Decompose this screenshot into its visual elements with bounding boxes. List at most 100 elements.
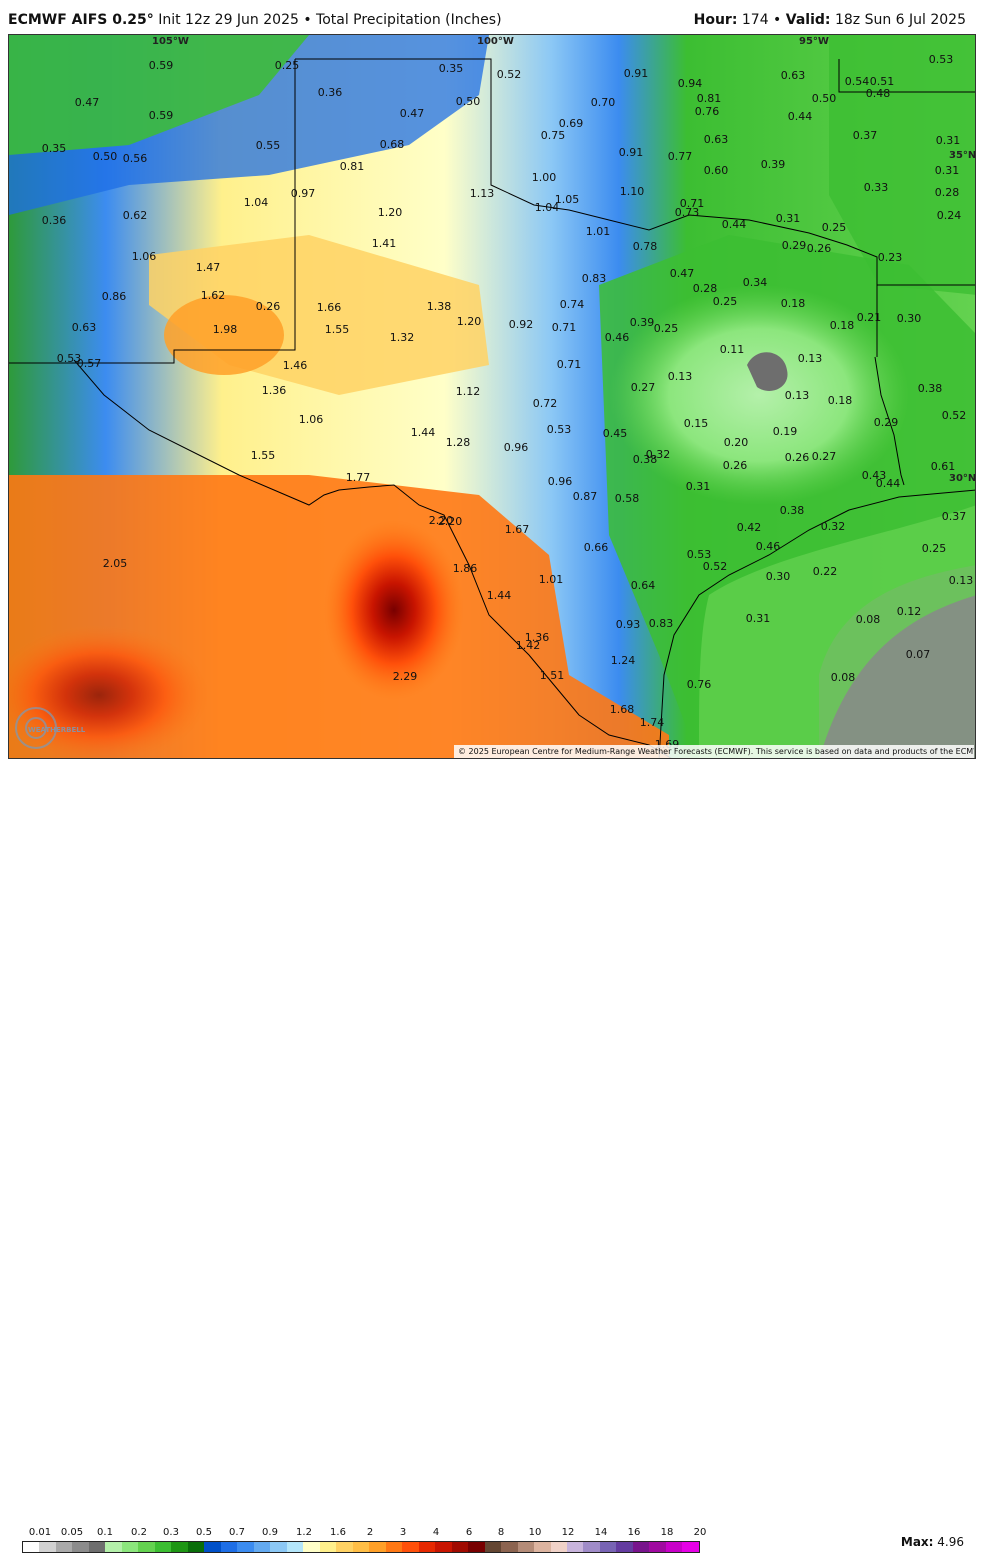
- legend-swatch: [237, 1542, 254, 1552]
- precip-value-label: 0.25: [654, 322, 679, 335]
- precip-value-label: 0.38: [633, 453, 658, 466]
- precip-value-label: 1.05: [555, 193, 580, 206]
- precip-value-label: 0.62: [123, 209, 148, 222]
- precip-value-label: 0.26: [807, 242, 832, 255]
- precip-value-label: 0.73: [675, 206, 700, 219]
- precip-value-label: 0.71: [552, 321, 577, 334]
- precip-value-label: 0.44: [876, 477, 901, 490]
- precip-value-label: 0.26: [785, 451, 810, 464]
- legend-swatch: [501, 1542, 518, 1552]
- oklahoma-border: [295, 58, 878, 357]
- precip-value-label: 1.77: [346, 471, 371, 484]
- precip-value-label: 0.60: [704, 164, 729, 177]
- weatherbell-logo-graphic: WEATHERBELL: [15, 707, 86, 749]
- legend-tick-label: 0.5: [196, 1527, 212, 1538]
- precip-value-label: 0.18: [781, 297, 806, 310]
- precip-value-label: 0.81: [697, 92, 722, 105]
- precip-gulf-green: [699, 505, 975, 758]
- weatherbell-logo: WEATHERBELL: [14, 702, 96, 754]
- legend-swatch: [418, 1542, 436, 1552]
- precip-value-label: 0.68: [380, 138, 405, 151]
- legend-tick-label: 0.7: [229, 1527, 245, 1538]
- precip-value-label: 0.47: [670, 267, 695, 280]
- precip-value-label: 0.83: [649, 617, 674, 630]
- hour-value: 174: [741, 12, 769, 28]
- precip-value-label: 0.31: [686, 480, 711, 493]
- precip-value-label: 0.13: [949, 574, 974, 587]
- precip-value-label: 0.61: [931, 460, 956, 473]
- precip-value-label: 0.52: [703, 560, 728, 573]
- legend-tick-label: 0.3: [163, 1527, 179, 1538]
- precip-value-label: 0.31: [776, 212, 801, 225]
- precip-value-label: 0.08: [831, 671, 856, 684]
- rio-grande-border: [73, 359, 672, 758]
- precip-value-label: 0.70: [591, 96, 616, 109]
- precip-value-label: 0.81: [340, 160, 365, 173]
- precip-value-label: 1.86: [453, 562, 478, 575]
- legend-swatch: [402, 1542, 419, 1552]
- precip-value-label: 0.57: [77, 357, 102, 370]
- precip-value-label: 0.29: [782, 239, 807, 252]
- legend-tick-label: 1.2: [296, 1527, 312, 1538]
- legend-swatch: [39, 1542, 56, 1552]
- precip-value-label: 0.56: [123, 152, 148, 165]
- valid-time: Hour: 174 • Valid: 18z Sun 6 Jul 2025: [693, 12, 966, 28]
- legend-tick-label: 0.05: [60, 1527, 84, 1538]
- precip-value-label: 0.96: [504, 441, 529, 454]
- precip-value-label: 0.50: [456, 95, 481, 108]
- copyright-notice: © 2025 European Centre for Medium-Range …: [454, 745, 974, 758]
- grid-label-35n: 35°N: [949, 150, 976, 161]
- precip-value-label: 0.54: [845, 75, 870, 88]
- gulf-coast: [658, 489, 975, 758]
- precip-value-label: 1.55: [251, 449, 276, 462]
- legend-swatch: [468, 1542, 485, 1552]
- precip-value-label: 0.34: [743, 276, 768, 289]
- precip-value-label: 0.46: [605, 331, 630, 344]
- precip-value-label: 1.68: [610, 703, 635, 716]
- precip-value-label: 1.06: [132, 250, 157, 263]
- precip-value-labels: 0.59 0.25 0.35 0.52 0.91 0.94 0.63 0.54 0.51 0.53…: [42, 53, 974, 751]
- precip-value-label: 1.98: [213, 323, 238, 336]
- precip-value-label: 0.53: [57, 352, 82, 365]
- precip-value-label: 1.42: [516, 639, 541, 652]
- precip-value-label: 0.19: [773, 425, 798, 438]
- legend-swatch: [154, 1542, 172, 1552]
- legend-swatch: [286, 1542, 304, 1552]
- legend-swatch: [534, 1542, 551, 1552]
- precip-value-label: 0.72: [533, 397, 558, 410]
- precip-value-label: 0.97: [291, 187, 316, 200]
- precip-value-label: 0.27: [812, 450, 837, 463]
- legend-tick-label: 18: [660, 1527, 674, 1538]
- precip-value-label: 0.47: [75, 96, 100, 109]
- precip-value-label: 1.20: [457, 315, 482, 328]
- map-canvas: 105°W 100°W 95°W 35°N 30°N 0.59 0.25 0.35 0…: [9, 35, 976, 758]
- valid-label: Valid:: [785, 12, 831, 28]
- precip-value-label: 2.20: [438, 515, 463, 528]
- precip-value-label: 0.37: [853, 129, 878, 142]
- max-number: 4.96: [937, 1535, 964, 1549]
- precip-value-label: 0.63: [781, 69, 806, 82]
- legend-swatch: [220, 1542, 238, 1552]
- precip-value-label: 0.92: [509, 318, 534, 331]
- precip-value-label: 0.15: [684, 417, 709, 430]
- legend-tick-label: 4: [432, 1527, 440, 1538]
- precip-value-label: 0.69: [559, 117, 584, 130]
- legend-tick-label: 6: [465, 1527, 473, 1538]
- color-legend: 0.01 0.05 0.1 0.2 0.3 0.5 0.7 0.9 1.2 1.6 2 3 4 6 8 10 1…: [0, 762, 984, 1553]
- precip-value-label: 0.18: [828, 394, 853, 407]
- grid-label-95w: 95°W: [799, 36, 829, 47]
- precip-value-label: 1.67: [505, 523, 530, 536]
- precip-northwest-green: [9, 35, 309, 155]
- precip-value-label: 0.71: [680, 197, 705, 210]
- precip-value-label: 0.44: [788, 110, 813, 123]
- legend-swatch: [352, 1542, 370, 1552]
- precip-value-label: 0.78: [633, 240, 658, 253]
- boundaries: [9, 58, 975, 758]
- legend-swatch: [385, 1542, 403, 1552]
- precip-value-label: 0.75: [541, 129, 566, 142]
- precip-value-label: 1.55: [325, 323, 350, 336]
- precip-value-label: 0.53: [687, 548, 712, 561]
- precip-value-label: 0.24: [937, 209, 962, 222]
- precip-value-label: 0.74: [560, 298, 585, 311]
- legend-tick-label: 14: [594, 1527, 608, 1538]
